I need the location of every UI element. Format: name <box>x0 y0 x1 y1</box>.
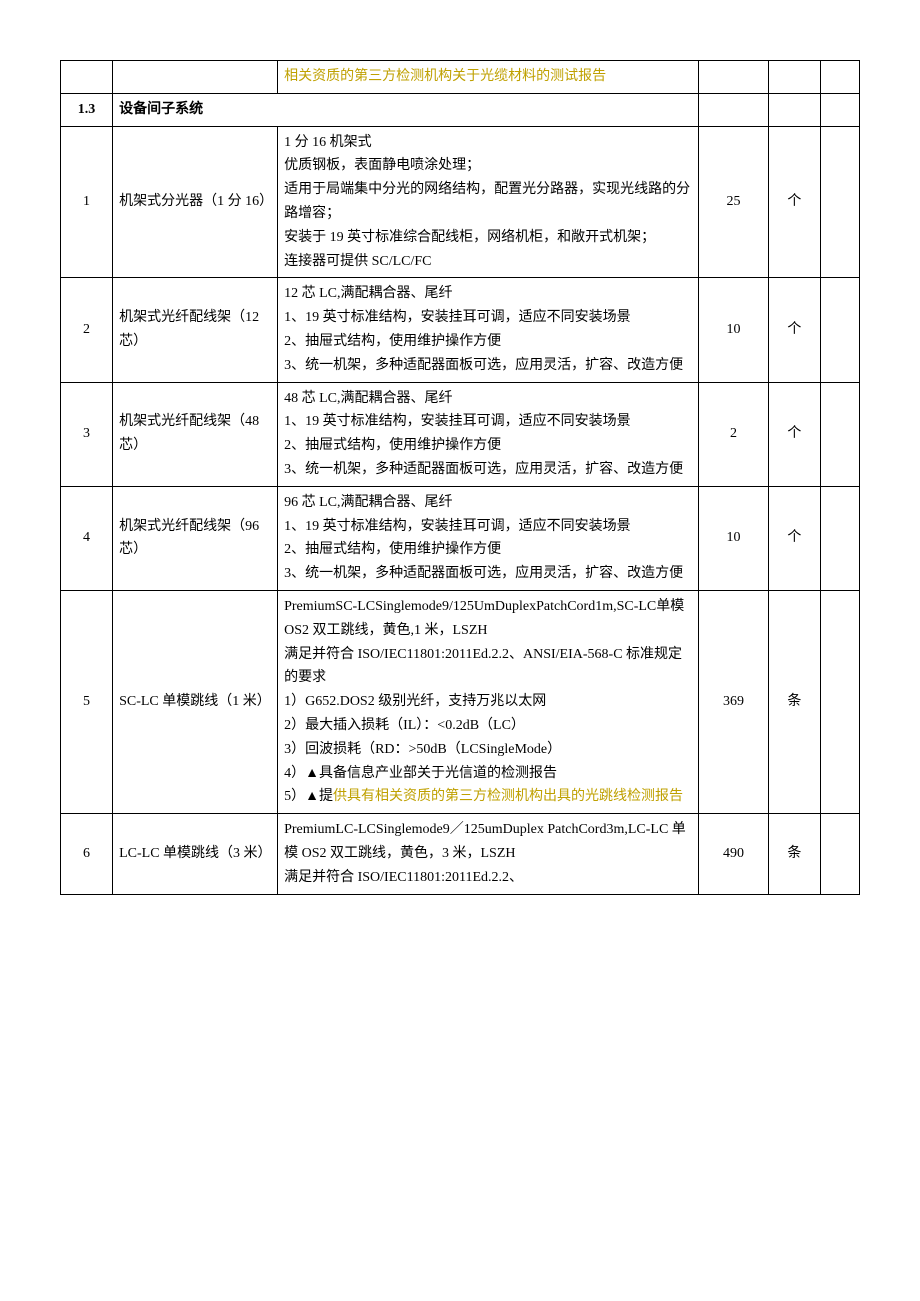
extra-cell <box>820 814 859 894</box>
unit-cell: 条 <box>768 590 820 813</box>
table-row: 1.3设备间子系统 <box>61 93 860 126</box>
qty-cell: 369 <box>699 590 768 813</box>
name-cell: 机架式光纤配线架（48 芯） <box>113 382 278 486</box>
table-row: 6LC-LC 单模跳线（3 米）PremiumLC-LCSinglemode9／… <box>61 814 860 894</box>
num-cell: 4 <box>61 486 113 590</box>
qty-cell <box>699 93 768 126</box>
spec-cell: 48 芯 LC,满配耦合器、尾纤1、19 英寸标准结构，安装挂耳可调，适应不同安… <box>278 382 699 486</box>
name-cell: 机架式分光器（1 分 16） <box>113 126 278 278</box>
extra-cell <box>820 126 859 278</box>
qty-cell: 25 <box>699 126 768 278</box>
unit-cell: 个 <box>768 126 820 278</box>
extra-cell <box>820 590 859 813</box>
table-row: 相关资质的第三方检测机构关于光缆材料的测试报告 <box>61 61 860 94</box>
extra-cell <box>820 61 859 94</box>
extra-cell <box>820 93 859 126</box>
table-row: 4机架式光纤配线架（96 芯）96 芯 LC,满配耦合器、尾纤1、19 英寸标准… <box>61 486 860 590</box>
spec-cell: 96 芯 LC,满配耦合器、尾纤1、19 英寸标准结构，安装挂耳可调，适应不同安… <box>278 486 699 590</box>
qty-cell <box>699 61 768 94</box>
section-title: 设备间子系统 <box>113 93 699 126</box>
num-cell: 3 <box>61 382 113 486</box>
name-cell <box>113 61 278 94</box>
name-cell: 机架式光纤配线架（12 芯） <box>113 278 278 382</box>
extra-cell <box>820 278 859 382</box>
spec-table: 相关资质的第三方检测机构关于光缆材料的测试报告1.3设备间子系统1机架式分光器（… <box>60 60 860 895</box>
unit-cell: 个 <box>768 278 820 382</box>
num-cell: 2 <box>61 278 113 382</box>
unit-cell <box>768 93 820 126</box>
table-row: 2机架式光纤配线架（12 芯）12 芯 LC,满配耦合器、尾纤1、19 英寸标准… <box>61 278 860 382</box>
spec-cell: 12 芯 LC,满配耦合器、尾纤1、19 英寸标准结构，安装挂耳可调，适应不同安… <box>278 278 699 382</box>
unit-cell: 个 <box>768 382 820 486</box>
name-cell: SC-LC 单模跳线（1 米） <box>113 590 278 813</box>
name-cell: 机架式光纤配线架（96 芯） <box>113 486 278 590</box>
unit-cell <box>768 61 820 94</box>
qty-cell: 10 <box>699 486 768 590</box>
num-cell: 6 <box>61 814 113 894</box>
table-row: 3机架式光纤配线架（48 芯）48 芯 LC,满配耦合器、尾纤1、19 英寸标准… <box>61 382 860 486</box>
unit-cell: 条 <box>768 814 820 894</box>
spec-cell: PremiumLC-LCSinglemode9／125umDuplex Patc… <box>278 814 699 894</box>
section-num: 1.3 <box>61 93 113 126</box>
qty-cell: 10 <box>699 278 768 382</box>
table-row: 1机架式分光器（1 分 16）1 分 16 机架式优质钢板，表面静电喷涂处理；适… <box>61 126 860 278</box>
extra-cell <box>820 486 859 590</box>
spec-cell: 1 分 16 机架式优质钢板，表面静电喷涂处理；适用于局端集中分光的网络结构，配… <box>278 126 699 278</box>
num-cell: 1 <box>61 126 113 278</box>
num-cell: 5 <box>61 590 113 813</box>
table-row: 5SC-LC 单模跳线（1 米）PremiumSC-LCSinglemode9/… <box>61 590 860 813</box>
spec-cell: 相关资质的第三方检测机构关于光缆材料的测试报告 <box>278 61 699 94</box>
extra-cell <box>820 382 859 486</box>
qty-cell: 2 <box>699 382 768 486</box>
spec-cell: PremiumSC-LCSinglemode9/125UmDuplexPatch… <box>278 590 699 813</box>
num-cell <box>61 61 113 94</box>
qty-cell: 490 <box>699 814 768 894</box>
unit-cell: 个 <box>768 486 820 590</box>
name-cell: LC-LC 单模跳线（3 米） <box>113 814 278 894</box>
